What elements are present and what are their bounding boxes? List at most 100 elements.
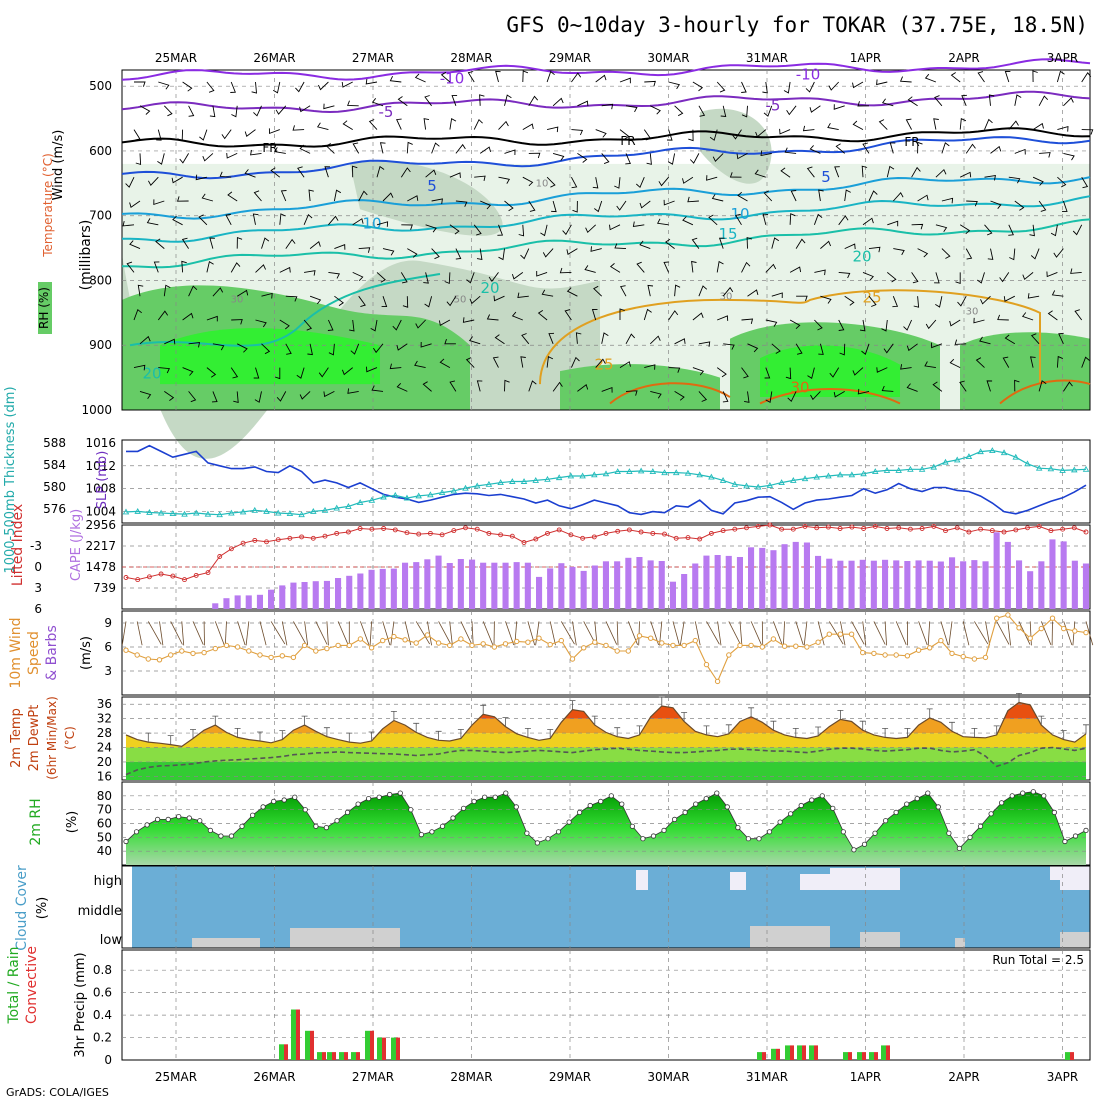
wind-barb — [140, 106, 150, 115]
wind10-point — [135, 653, 139, 657]
cloud-low-patch — [955, 938, 965, 948]
date-label-bottom: 2APR — [948, 1070, 979, 1084]
wind10-barb — [536, 621, 539, 645]
rh2m-point — [134, 830, 138, 834]
wind10-point — [369, 646, 373, 650]
wind10-point — [157, 658, 161, 662]
wind10-barb — [949, 621, 952, 645]
wind10-barb — [1008, 621, 1011, 645]
cape-bar — [290, 583, 296, 609]
wind10-point — [582, 646, 586, 650]
rh2m-point — [1073, 834, 1077, 838]
contour-label: 15 — [718, 225, 737, 243]
cloud-clear-patch — [800, 874, 830, 890]
date-label-bottom: 1APR — [850, 1070, 881, 1084]
wind-barb — [985, 120, 993, 130]
wind-barb — [1039, 153, 1050, 158]
cape-bar — [592, 566, 598, 610]
rh2m-point — [641, 837, 645, 841]
cape-bar — [324, 581, 330, 609]
wind10-barb — [740, 621, 742, 645]
precip-panel-frame — [122, 950, 1090, 1060]
wind-barb — [647, 153, 652, 164]
wind10-point — [704, 662, 708, 666]
wind10-barb — [472, 621, 473, 645]
temp2m-ylabel-line1: 2m Temp — [9, 708, 24, 768]
y-tick-label: 0.2 — [93, 1031, 112, 1045]
cloud-clear-patch — [636, 870, 648, 890]
rh2m-point — [366, 796, 370, 800]
precip-total-bar — [881, 1045, 886, 1060]
cape-bar — [927, 561, 933, 609]
cape-bar — [558, 563, 564, 609]
wind10-barb — [450, 621, 453, 645]
rh2m-point — [419, 832, 423, 836]
rh2m-point — [567, 820, 571, 824]
y-tick-label: 20 — [97, 755, 112, 769]
wind-barb — [853, 121, 863, 130]
wind-barb — [499, 122, 509, 130]
precip-total-bar — [797, 1045, 802, 1060]
wind10-barb — [215, 621, 224, 645]
rh2m-point — [145, 823, 149, 827]
cape-bar — [860, 560, 866, 609]
contour-label: 30 — [966, 307, 979, 318]
wind10-point — [1039, 626, 1043, 630]
rh2m-point — [852, 848, 856, 852]
temp-minmax-marker — [704, 726, 710, 735]
cape-bar — [916, 560, 922, 609]
cape-bar — [569, 567, 575, 609]
wind-barb — [784, 82, 790, 93]
contour-label: 5 — [427, 177, 437, 195]
wind10-point — [526, 640, 530, 644]
wind10-point — [302, 643, 306, 647]
wind10-barb — [439, 621, 451, 644]
cape-bar — [726, 556, 732, 609]
y-tick-label: 40 — [97, 844, 112, 858]
wind-barb — [252, 82, 257, 93]
contour-label: 10 — [536, 178, 549, 189]
precip-total-bar — [291, 1010, 296, 1061]
cloud-clear-patch — [730, 872, 746, 890]
wind10-point — [448, 643, 452, 647]
rh2m-point — [577, 810, 581, 814]
wind10-barb — [673, 621, 679, 645]
wind10-point — [358, 637, 362, 641]
date-label-top: 29MAR — [549, 51, 591, 65]
wind-barb — [227, 153, 238, 158]
wind10-point — [436, 641, 440, 645]
y-tick-label: 32 — [97, 712, 112, 726]
precip-total-bar — [843, 1052, 848, 1060]
wind-barb — [741, 82, 746, 93]
temp2m-ylabel-line3: (6hr Min/Max) — [45, 696, 59, 780]
y-tick-label: 900 — [89, 338, 112, 352]
cape-bar — [614, 561, 620, 609]
wind10-barb — [729, 621, 741, 644]
wind10-barb — [148, 621, 161, 644]
temp-minmax-marker — [570, 701, 576, 710]
wind10-point — [325, 646, 329, 650]
wind10-point — [537, 636, 541, 640]
wind-barb — [230, 82, 235, 93]
wind-barb — [480, 147, 490, 153]
rh2m-point — [250, 813, 254, 817]
temp-bands — [122, 697, 1090, 780]
rh2m-point — [968, 835, 972, 839]
wind10-point — [1028, 636, 1032, 640]
date-label-top: 25MAR — [155, 51, 197, 65]
cloud-low-patch — [1060, 932, 1090, 948]
precip-conv-label: Convective — [24, 946, 40, 1024]
wind10-panel-frame — [122, 611, 1090, 695]
precip-total-bar — [351, 1052, 356, 1060]
precip-conv-bar — [396, 1038, 400, 1060]
wind-barb — [880, 120, 888, 130]
y-tick-label: 576 — [43, 502, 66, 516]
cape-bar — [636, 557, 642, 609]
temp-minmax-marker — [212, 716, 218, 725]
wind-barb — [293, 125, 304, 130]
cape-bar — [648, 560, 654, 609]
rh2m-point — [166, 817, 170, 821]
credit-text: GrADS: COLA/IGES — [6, 1086, 109, 1099]
wind10-point — [314, 649, 318, 653]
wind10-point — [1084, 630, 1088, 634]
